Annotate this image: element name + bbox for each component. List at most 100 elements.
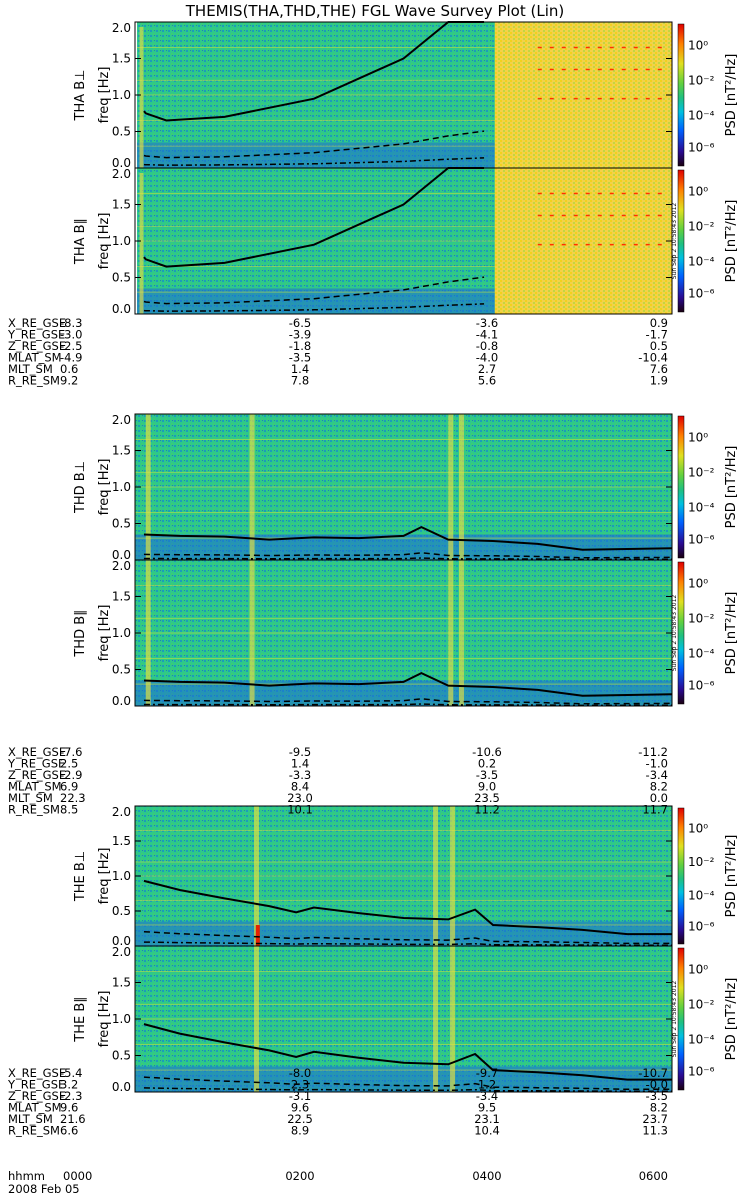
orbit-value: -3.5 xyxy=(289,351,311,365)
colorbar-tick: 10⁻⁶ xyxy=(688,919,715,933)
colorbar-tick: 10⁻⁶ xyxy=(688,141,715,155)
freq-axis-label: freq [Hz] xyxy=(97,67,112,124)
orbit-value: 8.2 xyxy=(650,1101,668,1115)
orbit-value: 1.4 xyxy=(291,757,309,771)
freq-axis-label: freq [Hz] xyxy=(97,459,112,516)
orbit-value: -2.9 xyxy=(60,768,82,782)
colorbar-tick: 10⁻⁶ xyxy=(688,533,715,547)
colorbar-label: PSD [nT²/Hz] xyxy=(724,592,739,675)
colorbar-tick: 10⁻² xyxy=(688,855,715,869)
y-tick-label: 1.0 xyxy=(112,869,131,883)
colorbar-tick: 10⁰ xyxy=(688,38,708,52)
orbit-value: -5.4 xyxy=(60,1066,82,1080)
colorbar-tick: 10⁻² xyxy=(688,73,715,87)
orbit-value: 9.6 xyxy=(291,1101,309,1115)
orbit-row-label: Z_RE_GSE xyxy=(8,768,66,782)
orbit-value: -8.3 xyxy=(60,316,82,330)
y-tick-label: 2.0 xyxy=(112,805,131,819)
vertical-burst xyxy=(433,946,439,1092)
orbit-value: 3.2 xyxy=(60,1078,78,1092)
colorbar-tick: 10⁻⁴ xyxy=(688,500,715,514)
orbit-value: 21.6 xyxy=(60,1112,86,1126)
orbit-row-label: Z_RE_GSE xyxy=(8,1089,66,1103)
time-tick-3: 0600 xyxy=(639,1169,668,1183)
panel-label: THA B∥ xyxy=(73,218,88,265)
orbit-row-label: Y_RE_GSE xyxy=(7,1078,65,1092)
orbit-value: 11.3 xyxy=(642,1124,668,1138)
colorbar-tick: 10⁻⁴ xyxy=(688,1032,715,1046)
y-tick-label: 2.0 xyxy=(112,21,131,35)
vertical-burst xyxy=(254,806,260,946)
panel-4: 0.0 0.5 1.0 1.5 2.0 freq [Hz] THE B⊥ 10⁰ 10⁻² 10⁻… xyxy=(73,805,739,948)
lower-hybrid-dashdot-line xyxy=(143,303,485,312)
time-tick-0: 0000 xyxy=(63,1169,92,1183)
orbit-value: -10.7 xyxy=(638,1066,668,1080)
orbit-value: 6.9 xyxy=(60,780,78,794)
high-power-noise xyxy=(494,168,672,314)
orbit-row-label: MLAT_SM xyxy=(8,1101,62,1115)
orbit-value: -3.5 xyxy=(476,768,498,782)
lower-hybrid-dashdot-line xyxy=(143,703,672,707)
orbit-value: -4.0 xyxy=(476,351,498,365)
freq-axis-label: freq [Hz] xyxy=(97,605,112,662)
y-tick-label: 2.0 xyxy=(112,413,131,427)
vertical-burst xyxy=(458,414,464,560)
high-power-noise xyxy=(494,22,672,168)
orbit-value: 10.4 xyxy=(474,1124,500,1138)
colorbar-tick: 10⁻² xyxy=(688,997,715,1011)
y-tick-label: 1.0 xyxy=(112,234,131,248)
orbit-value: 23.0 xyxy=(287,791,313,805)
panel-label: THD B⊥ xyxy=(73,461,88,514)
orbit-value: -3.4 xyxy=(646,768,668,782)
plot-timestamp: Sun Sep 2 10:58:43 2012 xyxy=(671,595,678,672)
orbit-value: -3.9 xyxy=(289,328,311,342)
y-tick-label: 1.0 xyxy=(112,1012,131,1026)
y-tick-label: 1.5 xyxy=(112,444,131,458)
y-tick-label: 1.5 xyxy=(112,52,131,66)
colorbar-tick: 10⁰ xyxy=(688,962,708,976)
vertical-burst xyxy=(145,560,151,706)
colorbar-label: PSD [nT²/Hz] xyxy=(724,54,739,137)
orbit-block-0: X_RE_GSE-8.3 -6.5 -3.6 0.9Y_RE_GSE-3.0 -3.9-… xyxy=(7,316,668,388)
panel-2: 0.0 0.5 1.0 1.5 2.0 freq [Hz] THD B⊥ 10⁰ 10⁻² 10⁻… xyxy=(73,413,739,562)
vertical-burst xyxy=(139,27,144,168)
orbit-value: -3.1 xyxy=(289,1089,311,1103)
orbit-value: -1.7 xyxy=(646,328,668,342)
y-tick-label: 2.0 xyxy=(112,559,131,573)
plot-timestamp: Sun Sep 2 10:58:43 2012 xyxy=(671,203,678,280)
orbit-value: 9.2 xyxy=(60,374,78,388)
y-tick-label: 0.0 xyxy=(112,934,131,948)
orbit-value: 8.5 xyxy=(60,803,78,817)
panels: 0.0 0.5 1.0 1.5 2.0 freq [Hz] THA B⊥ 10⁰ 10⁻² 10⁻… xyxy=(73,21,739,1094)
y-tick-label: 0.0 xyxy=(112,694,131,708)
orbit-value: -3.6 xyxy=(476,316,498,330)
orbit-value: 6.6 xyxy=(60,1124,78,1138)
colorbar-tick: 10⁻² xyxy=(688,465,715,479)
orbit-value: 0.2 xyxy=(478,757,496,771)
panel-label: THA B⊥ xyxy=(73,70,88,122)
orbit-row-label: MLT_SM xyxy=(8,1112,53,1126)
orbit-value: -9.5 xyxy=(289,745,311,759)
colorbar-tick: 10⁻⁴ xyxy=(688,254,715,268)
orbit-value: -8.0 xyxy=(289,1066,311,1080)
vertical-burst xyxy=(254,946,260,1092)
orbit-value: -0.0 xyxy=(646,1078,668,1092)
vertical-burst xyxy=(448,560,454,706)
orbit-tables: X_RE_GSE-8.3 -6.5 -3.6 0.9Y_RE_GSE-3.0 -3.9-… xyxy=(7,316,668,1138)
y-tick-label: 0.0 xyxy=(112,302,131,316)
colorbar-tick: 10⁰ xyxy=(688,576,708,590)
low-freq-band xyxy=(135,534,672,560)
freq-axis-label: freq [Hz] xyxy=(97,991,112,1048)
y-tick-label: 1.5 xyxy=(112,590,131,604)
half-gyro-dashed-line xyxy=(143,698,673,705)
lower-hybrid-dashdot-line xyxy=(143,557,672,561)
freq-axis-label: freq [Hz] xyxy=(97,848,112,905)
orbit-value: -3.4 xyxy=(476,1089,498,1103)
y-tick-label: 0.0 xyxy=(112,156,131,170)
orbit-value: 23.7 xyxy=(642,1112,668,1126)
vertical-burst xyxy=(450,946,456,1092)
orbit-value: 0.6 xyxy=(60,362,78,376)
orbit-value: 10.1 xyxy=(287,803,313,817)
low-freq-band xyxy=(135,921,672,946)
